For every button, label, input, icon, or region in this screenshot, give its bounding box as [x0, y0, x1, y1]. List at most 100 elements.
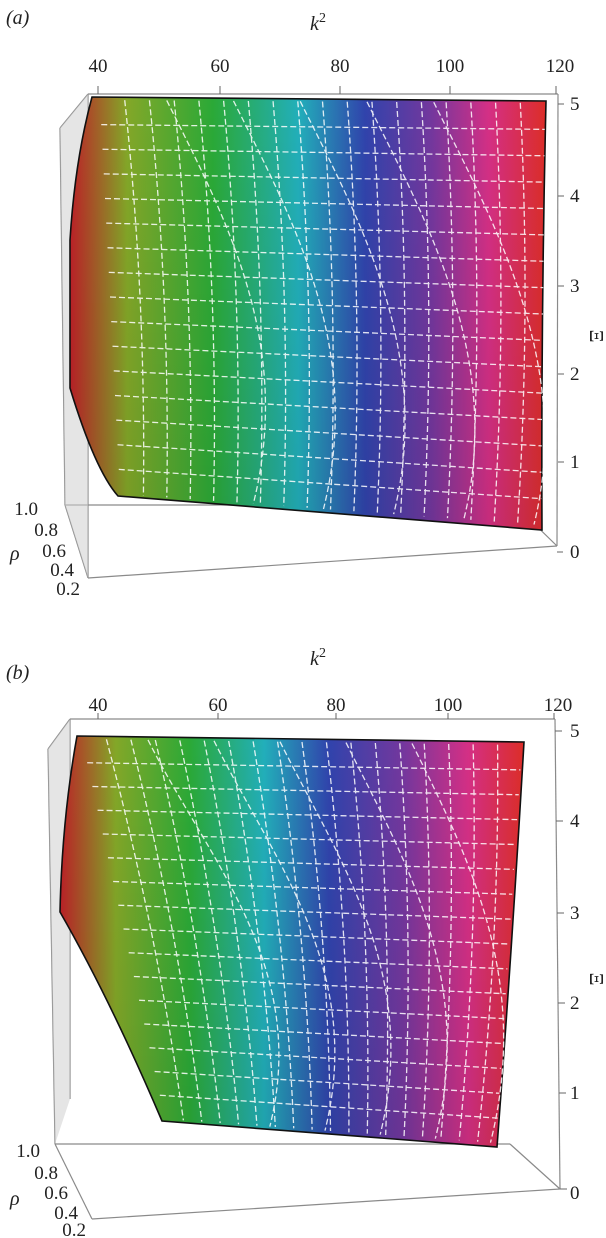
panel-label-b: (b)	[6, 662, 30, 684]
mesh-line	[179, 740, 240, 1125]
mesh-line	[87, 762, 521, 771]
z-tick-label: 0	[570, 1183, 580, 1204]
y-ticks-a: 1.0 0.8 0.6 0.4 0.2	[14, 499, 80, 600]
mesh-curve	[232, 100, 336, 510]
mesh-line	[252, 741, 295, 1129]
z-ticks-a: 5 4 3 2 1 0	[570, 94, 580, 563]
mesh-line	[149, 1047, 501, 1070]
y-ticks-b: 1.0 0.8 0.6 0.4 0.2	[16, 1141, 86, 1238]
z-tick-label: 5	[570, 721, 580, 742]
y-tick-label: 0.6	[44, 1183, 68, 1204]
mesh-line	[97, 809, 518, 821]
mesh-line	[346, 101, 358, 512]
x-tick-label: 120	[544, 695, 573, 716]
z-tick-label: 3	[570, 903, 580, 924]
x-ticks-a: 40 60 80 100 120	[89, 56, 575, 77]
mesh-line	[92, 785, 519, 796]
z-ticks-b: 5 4 3 2 1 0	[570, 721, 580, 1204]
mesh-line	[117, 444, 542, 473]
y-tick-label: 0.8	[34, 1163, 58, 1184]
y-tick-label: 1.0	[14, 499, 38, 520]
mesh-line	[105, 739, 185, 1121]
z-tick-label: 0	[570, 542, 580, 563]
mesh-curve	[279, 741, 392, 1135]
mesh-line	[173, 100, 192, 500]
mesh-curve	[366, 101, 476, 520]
mesh-line	[102, 148, 545, 157]
x-axis-label-b: k2	[310, 646, 326, 670]
mesh-curve	[147, 739, 280, 1127]
y-axis-label-b: ρ	[9, 1188, 20, 1210]
y-tick-label: 1.0	[16, 1141, 40, 1162]
chart-a-svg: 40 60 80 100 120 k2 (a) 5 4 3 2 1 0	[6, 7, 606, 600]
z-tick-label: 1	[570, 452, 580, 473]
mesh-line	[128, 952, 508, 970]
surface-mesh-b	[87, 739, 521, 1143]
z-axis-label-b: Ξ	[585, 973, 606, 986]
mesh-line	[123, 928, 510, 945]
mesh-line	[107, 247, 544, 262]
mesh-line	[102, 833, 516, 846]
mesh-line	[101, 123, 545, 131]
x-tick-marks-a	[97, 86, 557, 94]
mesh-line	[321, 101, 334, 510]
x-tick-label: 40	[89, 695, 108, 716]
z-tick-label: 2	[570, 364, 580, 385]
mesh-line	[118, 904, 511, 920]
mesh-curve	[213, 740, 336, 1131]
mesh-line	[371, 101, 382, 513]
panel-label-a: (a)	[6, 7, 30, 29]
y-tick-label: 0.8	[34, 520, 58, 541]
x-tick-label: 100	[436, 56, 465, 77]
y-tick-label: 0.2	[62, 1220, 86, 1238]
surface-mesh-a	[101, 100, 546, 525]
z-tick-label: 5	[570, 94, 580, 115]
x-tick-marks-b	[97, 713, 555, 719]
x-tick-label: 100	[434, 695, 463, 716]
mesh-line	[139, 999, 505, 1020]
mesh-line	[103, 173, 545, 183]
mesh-line	[396, 101, 406, 515]
mesh-line	[247, 100, 263, 505]
x-axis-label-a: k2	[310, 11, 326, 35]
mesh-line	[144, 1023, 503, 1045]
mesh-line	[109, 296, 544, 315]
mesh-line	[325, 742, 350, 1133]
x-tick-label: 60	[209, 695, 228, 716]
z-tick-label: 4	[570, 811, 580, 832]
mesh-line	[113, 880, 513, 895]
mesh-line	[154, 1070, 500, 1094]
mesh-curve	[433, 101, 546, 525]
y-axis-label-a: ρ	[9, 543, 20, 565]
mesh-curve	[411, 743, 505, 1143]
z-tick-marks-a	[557, 103, 564, 553]
mesh-line	[116, 419, 542, 447]
side-wall-b	[48, 719, 70, 1144]
mesh-line	[133, 975, 506, 995]
mesh-line	[114, 394, 543, 421]
x-tick-label: 40	[89, 56, 108, 77]
mesh-line	[159, 1094, 498, 1119]
mesh-curve	[166, 100, 267, 504]
chart-b-svg: 40 60 80 100 120 k2 (b) 5 4 3 2 1 0	[6, 646, 606, 1238]
z-tick-label: 4	[570, 186, 580, 207]
y-tick-label: 0.2	[56, 579, 80, 600]
z-tick-label: 3	[570, 276, 580, 297]
mesh-line	[130, 739, 203, 1122]
mesh-curve	[299, 101, 406, 515]
mesh-line	[107, 857, 514, 871]
mesh-curve	[345, 742, 448, 1139]
mesh-line	[104, 197, 545, 210]
mesh-line	[108, 271, 544, 289]
mesh-line	[228, 740, 276, 1128]
mesh-line	[276, 741, 313, 1130]
x-ticks-b: 40 60 80 100 120	[89, 695, 573, 716]
z-axis-label-a: Ξ	[585, 330, 606, 343]
mesh-line	[106, 222, 544, 236]
z-tick-label: 1	[570, 1083, 580, 1104]
mesh-line	[118, 468, 542, 500]
z-tick-marks-b	[555, 730, 567, 1190]
z-tick-label: 2	[570, 993, 580, 1014]
mesh-line	[458, 744, 475, 1141]
mesh-line	[154, 739, 221, 1124]
